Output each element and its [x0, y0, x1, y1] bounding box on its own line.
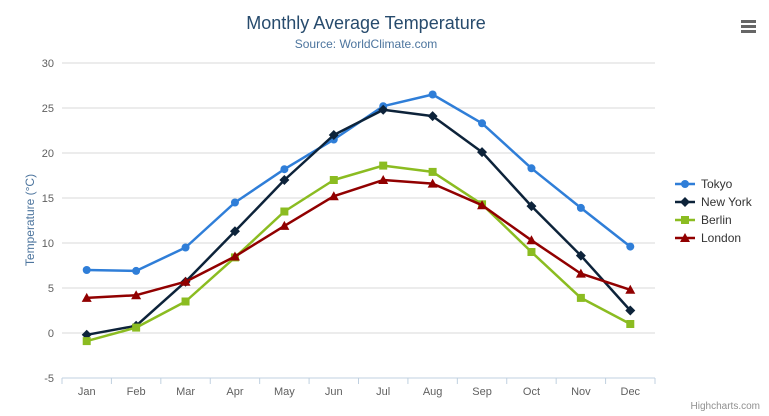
y-axis-tick-label: 15 [42, 193, 54, 205]
legend-label: Tokyo [701, 177, 733, 191]
legend-item-london[interactable]: London [674, 231, 752, 245]
chart-subtitle: Source: WorldClimate.com [294, 37, 438, 51]
hamburger-menu-icon[interactable] [741, 20, 756, 33]
data-point-tokyo-mar[interactable] [181, 243, 190, 252]
x-axis-tick-label: Jul [376, 386, 390, 398]
hamburger-bar [741, 20, 756, 23]
legend-marker-circle-icon [675, 180, 695, 188]
hamburger-bar [741, 30, 756, 33]
data-point-berlin-mar[interactable] [181, 297, 190, 306]
x-axis-tick-label: Apr [226, 386, 243, 398]
data-point-london-jan[interactable] [81, 292, 92, 302]
data-point-tokyo-aug[interactable] [428, 90, 437, 99]
chart-title: Monthly Average Temperature [246, 13, 486, 33]
data-point-tokyo-jan[interactable] [82, 266, 91, 274]
data-point-london-apr[interactable] [229, 251, 240, 261]
data-point-berlin-dec[interactable] [626, 320, 635, 328]
x-axis-tick-label: Sep [472, 386, 492, 398]
data-point-tokyo-apr[interactable] [230, 198, 239, 207]
legend-item-berlin[interactable]: Berlin [674, 213, 752, 227]
data-point-tokyo-sep[interactable] [478, 119, 487, 128]
x-axis-tick-label: Dec [621, 386, 641, 398]
data-point-london-oct[interactable] [526, 235, 537, 245]
y-axis-tick-label: 30 [42, 58, 54, 70]
data-point-new-york-oct[interactable] [526, 201, 537, 212]
series-line-berlin [85, 164, 632, 343]
legend-marker-diamond-icon [675, 197, 695, 207]
series-tokyo [82, 90, 635, 275]
data-point-berlin-may[interactable] [280, 207, 289, 216]
data-point-new-york-jul[interactable] [378, 104, 389, 115]
data-point-new-york-dec[interactable] [625, 305, 636, 316]
x-axis-tick-label: Jun [325, 386, 343, 398]
x-axis-tick-label: May [274, 386, 295, 398]
data-point-new-york-jun[interactable] [328, 130, 339, 140]
data-point-berlin-jul[interactable] [379, 161, 388, 170]
data-point-london-jul[interactable] [378, 175, 389, 184]
data-point-london-dec[interactable] [625, 284, 636, 294]
data-point-london-feb[interactable] [131, 290, 142, 300]
legend-item-tokyo[interactable]: Tokyo [674, 177, 752, 191]
x-axis-tick-label: Feb [127, 386, 146, 398]
y-axis-tick-label: 0 [48, 328, 54, 340]
legend: Tokyo New York Berlin London [674, 177, 752, 245]
y-axis-tick-label: 10 [42, 238, 54, 250]
data-point-new-york-may[interactable] [279, 175, 290, 185]
legend-label: New York [701, 195, 752, 209]
series-line-london [85, 178, 632, 300]
y-axis-tick-label: 20 [42, 148, 54, 160]
data-point-london-sep[interactable] [477, 200, 488, 210]
data-point-london-may[interactable] [279, 220, 290, 230]
data-point-london-jun[interactable] [328, 191, 339, 201]
data-point-berlin-nov[interactable] [576, 293, 585, 302]
data-point-tokyo-dec[interactable] [626, 242, 635, 251]
legend-marker-square-icon [675, 216, 695, 224]
data-point-london-nov[interactable] [575, 268, 586, 278]
data-point-london-aug[interactable] [427, 178, 438, 188]
data-point-london-mar[interactable] [180, 276, 191, 286]
series-line-new-york [85, 108, 632, 337]
data-point-new-york-apr[interactable] [229, 226, 240, 237]
highcharts-credit-link[interactable]: Highcharts.com [690, 401, 760, 412]
data-point-berlin-jan[interactable] [82, 337, 91, 346]
data-point-new-york-nov[interactable] [575, 250, 586, 261]
y-axis-tick-label: -5 [44, 373, 54, 385]
y-axis-title: Temperature (°C) [23, 173, 37, 267]
data-point-tokyo-oct[interactable] [527, 164, 536, 173]
x-axis-tick-label: Aug [423, 386, 443, 398]
legend-label: Berlin [701, 213, 732, 227]
data-point-new-york-aug[interactable] [427, 111, 438, 122]
data-point-tokyo-feb[interactable] [132, 266, 141, 275]
data-point-berlin-oct[interactable] [527, 248, 536, 256]
x-axis-tick-label: Oct [523, 386, 540, 398]
data-point-berlin-feb[interactable] [132, 323, 141, 332]
y-axis-tick-label: 5 [48, 283, 54, 295]
x-axis-tick-label: Nov [571, 386, 591, 398]
data-point-new-york-sep[interactable] [477, 147, 488, 158]
data-point-tokyo-may[interactable] [280, 165, 289, 174]
series-london [81, 175, 636, 302]
series-line-tokyo [85, 93, 632, 273]
x-axis-tick-label: Jan [78, 386, 96, 398]
legend-marker-triangle-icon [675, 233, 695, 242]
data-point-berlin-aug[interactable] [428, 167, 437, 176]
data-point-tokyo-nov[interactable] [576, 203, 585, 212]
hamburger-bar [741, 25, 756, 28]
data-point-berlin-jun[interactable] [329, 176, 338, 184]
y-axis-tick-label: 25 [42, 103, 54, 115]
x-axis-tick-label: Mar [176, 386, 195, 398]
legend-item-new-york[interactable]: New York [674, 195, 752, 209]
legend-label: London [701, 231, 742, 245]
series-new-york [81, 104, 636, 340]
